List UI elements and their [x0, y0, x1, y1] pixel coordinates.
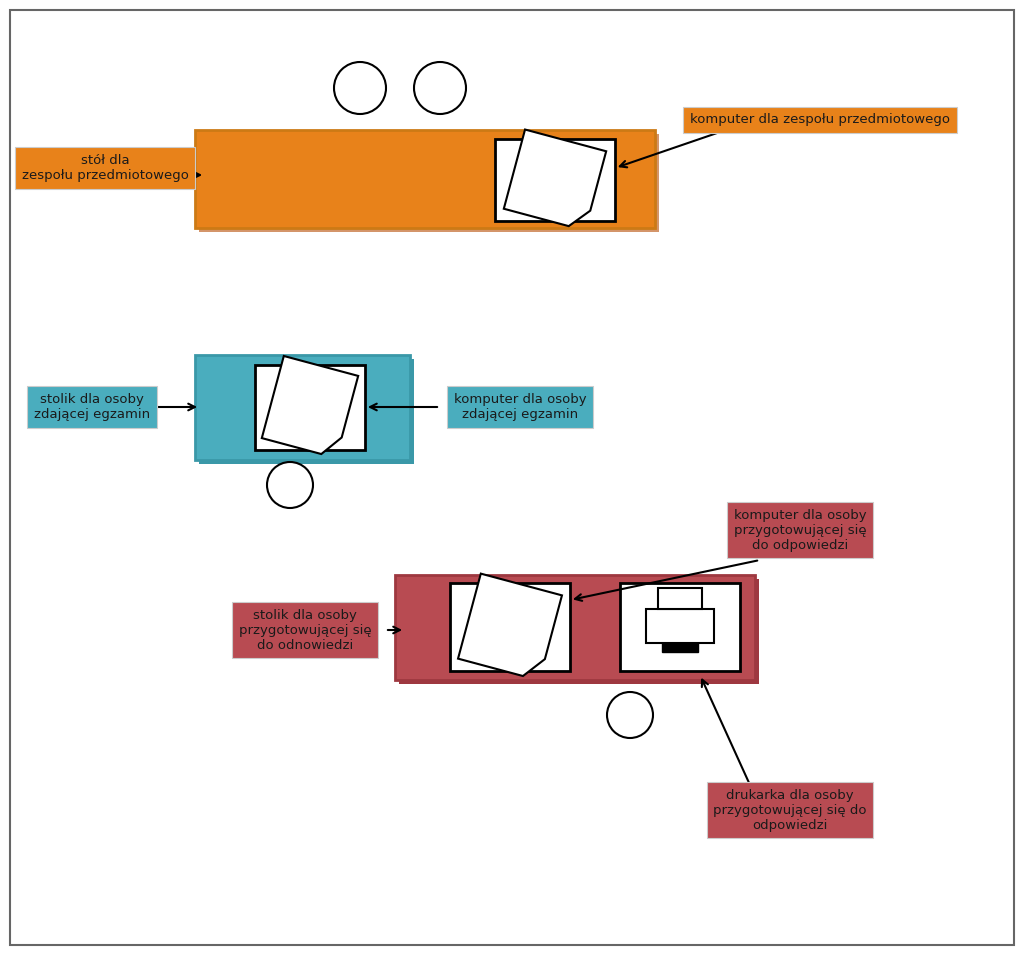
- Circle shape: [334, 62, 386, 114]
- Text: stolik dla osoby
przygotowującej się
do odnowiedzi: stolik dla osoby przygotowującej się do …: [239, 608, 372, 651]
- Bar: [646, 609, 714, 643]
- Text: drukarka dla osoby
przygotowującej się do
odpowiedzi: drukarka dla osoby przygotowującej się d…: [714, 789, 866, 832]
- Circle shape: [607, 692, 653, 738]
- Bar: [195, 355, 410, 460]
- Bar: [658, 588, 701, 609]
- Polygon shape: [262, 356, 358, 454]
- Text: komputer dla osoby
przygotowującej się
do odpowiedzi: komputer dla osoby przygotowującej się d…: [733, 508, 866, 551]
- Bar: [399, 579, 759, 684]
- Bar: [199, 134, 659, 232]
- Text: komputer dla osoby
zdającej egzamin: komputer dla osoby zdającej egzamin: [454, 393, 587, 421]
- Circle shape: [267, 462, 313, 508]
- Circle shape: [414, 62, 466, 114]
- Bar: [199, 359, 414, 464]
- Polygon shape: [458, 574, 562, 676]
- Bar: [195, 130, 655, 228]
- Text: stół dla
zespołu przedmiotowego: stół dla zespołu przedmiotowego: [22, 154, 188, 182]
- Bar: [495, 139, 615, 221]
- Bar: [662, 643, 698, 651]
- Polygon shape: [504, 130, 606, 226]
- Bar: [450, 583, 570, 671]
- Bar: [395, 575, 755, 680]
- Bar: [255, 365, 365, 450]
- Text: stolik dla osoby
zdającej egzamin: stolik dla osoby zdającej egzamin: [34, 393, 151, 421]
- Bar: [620, 583, 740, 671]
- Text: komputer dla zespołu przedmiotowego: komputer dla zespołu przedmiotowego: [690, 114, 950, 126]
